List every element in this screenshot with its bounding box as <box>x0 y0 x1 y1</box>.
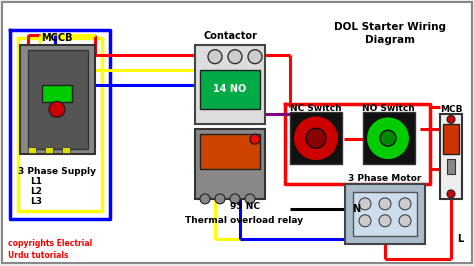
Text: N: N <box>352 204 360 214</box>
Circle shape <box>359 215 371 227</box>
Bar <box>353 192 417 236</box>
Text: MCB: MCB <box>440 105 462 114</box>
Bar <box>345 184 425 244</box>
Bar <box>200 134 260 169</box>
Bar <box>45 147 53 153</box>
Text: L3: L3 <box>30 197 42 206</box>
Circle shape <box>447 115 455 123</box>
Bar <box>363 112 415 164</box>
Circle shape <box>380 130 396 146</box>
Text: L: L <box>457 234 463 244</box>
Bar <box>290 112 342 164</box>
Bar <box>447 159 455 174</box>
Text: DOL Starter Wiring
Diagram: DOL Starter Wiring Diagram <box>334 22 446 45</box>
Circle shape <box>250 134 260 144</box>
Bar <box>28 147 36 153</box>
Circle shape <box>245 194 255 204</box>
Text: MCCB: MCCB <box>41 33 73 43</box>
Circle shape <box>399 215 411 227</box>
Circle shape <box>200 194 210 204</box>
Bar <box>200 70 260 109</box>
Circle shape <box>379 215 391 227</box>
Text: L1: L1 <box>30 177 42 186</box>
Text: 3 Phase Supply: 3 Phase Supply <box>18 167 96 176</box>
Circle shape <box>228 50 242 64</box>
Text: L2: L2 <box>30 187 42 196</box>
Text: 95 NC: 95 NC <box>230 202 260 211</box>
Circle shape <box>359 198 371 210</box>
Bar <box>20 45 95 154</box>
Circle shape <box>230 194 240 204</box>
Circle shape <box>208 50 222 64</box>
Circle shape <box>306 128 326 148</box>
Circle shape <box>447 190 455 198</box>
Text: Thermal overload relay: Thermal overload relay <box>185 216 303 225</box>
Bar <box>42 85 72 102</box>
Circle shape <box>293 115 339 161</box>
Text: NC Switch: NC Switch <box>290 104 342 113</box>
Circle shape <box>366 116 410 160</box>
Bar <box>195 129 265 199</box>
Bar <box>28 50 88 149</box>
Text: 14 NO: 14 NO <box>213 85 246 94</box>
Text: 3 Phase Motor: 3 Phase Motor <box>348 174 422 184</box>
Bar <box>443 124 459 154</box>
Circle shape <box>399 198 411 210</box>
Text: Contactor: Contactor <box>203 31 257 41</box>
Circle shape <box>248 50 262 64</box>
Text: copyrights Electrial
Urdu tutorials: copyrights Electrial Urdu tutorials <box>8 239 92 260</box>
Circle shape <box>379 198 391 210</box>
Bar <box>195 45 265 124</box>
Bar <box>440 114 462 199</box>
Circle shape <box>215 194 225 204</box>
Text: NO Switch: NO Switch <box>362 104 414 113</box>
Bar <box>62 147 70 153</box>
Circle shape <box>49 101 65 117</box>
